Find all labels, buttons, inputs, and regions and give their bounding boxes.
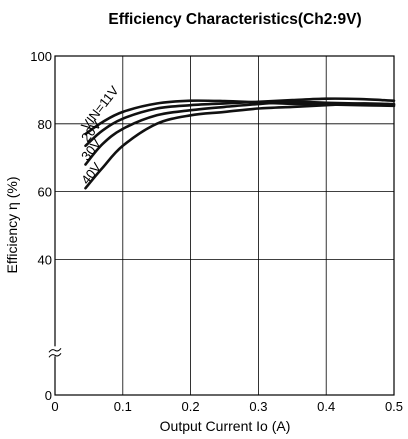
y-tick-label: 0 <box>45 388 52 403</box>
x-tick-label: 0.2 <box>182 399 200 414</box>
y-axis-label: Efficiency η (%) <box>4 177 20 274</box>
x-tick-label: 0.4 <box>317 399 335 414</box>
series-group <box>84 97 396 190</box>
x-tick-label: 0.1 <box>114 399 132 414</box>
series-line-1 <box>84 97 396 148</box>
plot-frame <box>48 55 395 396</box>
axis-break-mark <box>48 348 62 353</box>
x-tick-label: 0 <box>51 399 58 414</box>
axis-break-mask <box>49 346 61 357</box>
plot-border <box>54 55 395 396</box>
x-tick-label: 0.3 <box>249 399 267 414</box>
axis-break-icon <box>48 346 62 358</box>
chart-title: Efficiency Characteristics(Ch2:9V) <box>108 11 361 28</box>
axis-ticks: 0 0.1 0.2 0.3 0.4 0.5 0 40 60 80 100 <box>30 49 403 414</box>
series-label-3: 40V <box>78 159 104 187</box>
axis-break-mark <box>48 353 62 358</box>
y-tick-label: 80 <box>38 117 52 132</box>
x-axis-label: Output Current Io (A) <box>160 418 291 434</box>
y-tick-label: 100 <box>30 49 52 64</box>
series-line-2 <box>84 100 396 166</box>
y-tick-label: 40 <box>38 252 52 267</box>
y-tick-label: 60 <box>38 185 52 200</box>
x-tick-label: 0.5 <box>385 399 403 414</box>
series-line-3 <box>84 102 396 190</box>
